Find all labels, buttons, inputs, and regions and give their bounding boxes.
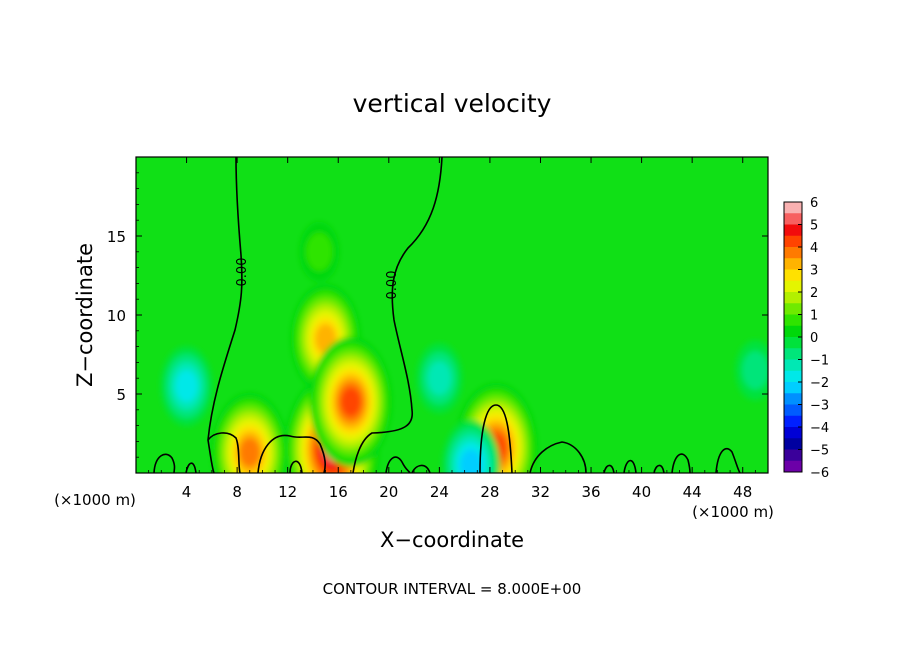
colorbar-swatch [784, 292, 802, 304]
x-tick-label: 4 [182, 483, 192, 501]
colorbar-swatch [784, 213, 802, 225]
y-tick-label: 10 [107, 307, 126, 325]
colorbar-swatch [784, 303, 802, 315]
colorbar-tick-label: −2 [810, 376, 829, 391]
field-feature-3-level-7 [239, 437, 260, 467]
y-axis: 5 10 15 [107, 172, 768, 458]
colorbar-swatch [784, 314, 802, 327]
colorbar-tick-label: 5 [810, 219, 818, 234]
colorbar-tick-label: 0 [810, 331, 818, 346]
x-tick-label: 40 [632, 483, 651, 501]
x-tick-label: 24 [430, 483, 449, 501]
x-tick-label: 12 [278, 483, 297, 501]
colorbar-tick-label: 3 [810, 264, 818, 279]
colorbar-tick-label: −3 [810, 399, 829, 414]
colorbar-tick-label: 1 [810, 309, 818, 324]
field-feature-6-level-2 [427, 361, 452, 396]
x-unit-label: (×1000 m) [692, 503, 774, 521]
colorbar: 6 5 4 3 2 1 0 −1 −2 −3 −4 −5 −6 [783, 196, 829, 481]
x-tick-label: 48 [733, 483, 752, 501]
colorbar-swatch [784, 235, 802, 248]
field-feature-8-level-1 [742, 351, 768, 390]
colorbar-swatch [784, 370, 802, 383]
colorbar-tick-label: 6 [810, 196, 818, 211]
colorbar-swatch [784, 359, 802, 372]
field-feature-2-level-8 [340, 387, 361, 417]
colorbar-swatch [784, 415, 802, 428]
x-tick-label: 8 [232, 483, 242, 501]
colorbar-swatch [784, 449, 802, 462]
colorbar-tick-label: −4 [810, 421, 829, 436]
colorbar-tick-label: −5 [810, 444, 829, 459]
x-tick-label: 16 [329, 483, 348, 501]
colorbar-tick-label: −6 [810, 466, 829, 481]
colorbar-tick-label: −1 [810, 354, 829, 369]
colorbar-swatch [784, 382, 802, 394]
footer-contour-interval: CONTOUR INTERVAL = 8.000E+00 [323, 580, 582, 598]
colorbar-swatch [784, 393, 802, 405]
y-tick-label: 5 [116, 386, 126, 404]
plot-area: 0.00 0.00 [136, 157, 768, 473]
colorbar-swatch [784, 247, 802, 259]
colorbar-swatch [784, 460, 802, 473]
colorbar-swatch [784, 202, 802, 214]
colorbar-swatch [784, 427, 802, 439]
x-axis: 4 8 12 16 20 24 28 32 36 40 44 48 [148, 157, 756, 501]
field-feature-7-level-4 [460, 449, 482, 473]
colorbar-swatch [784, 224, 802, 237]
x-tick-label: 20 [379, 483, 398, 501]
field-feature-9-level-1 [306, 232, 333, 271]
colorbar-swatch [784, 404, 802, 417]
colorbar-swatch [784, 280, 802, 293]
x-tick-label: 44 [683, 483, 702, 501]
field-feature-5-level-3 [175, 370, 198, 403]
chart-title: vertical velocity [353, 89, 552, 118]
x-tick-label: 32 [531, 483, 550, 501]
x-tick-label: 36 [581, 483, 600, 501]
colorbar-swatch [784, 269, 802, 282]
colorbar-swatch [784, 337, 802, 349]
contour-label-right: 0.00 [385, 271, 400, 300]
y-unit-label: (×1000 m) [54, 491, 136, 509]
colorbar-tick-label: 4 [810, 241, 818, 256]
x-axis-label: X−coordinate [380, 528, 524, 552]
zero-contours [153, 157, 741, 473]
contour-label-left: 0.00 [235, 258, 250, 287]
y-tick-label: 15 [107, 228, 126, 246]
colorbar-swatch [784, 348, 802, 360]
x-tick-label: 28 [480, 483, 499, 501]
colorbar-swatch [784, 438, 802, 450]
colorbar-swatch [784, 258, 802, 270]
y-axis-label: Z−coordinate [73, 243, 97, 387]
colorbar-tick-label: 2 [810, 286, 818, 301]
colorbar-swatch [784, 325, 802, 338]
